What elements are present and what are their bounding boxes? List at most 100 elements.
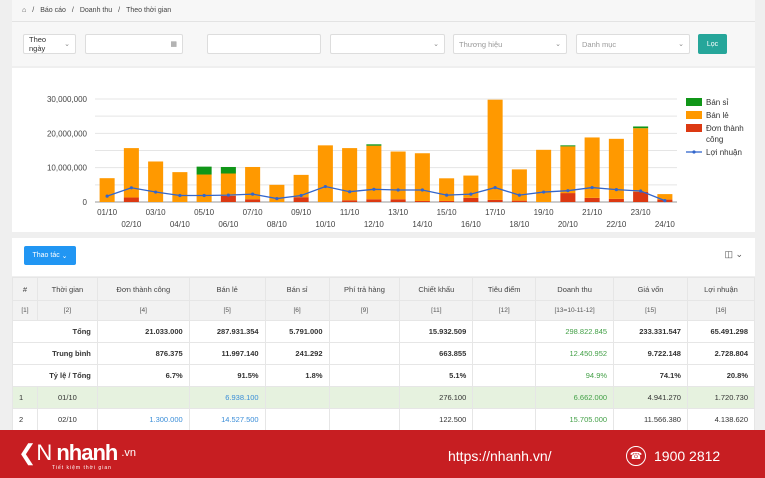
profit-point: [105, 194, 109, 198]
table-cell: [472, 408, 537, 431]
x-tick-label: 12/10: [364, 220, 385, 229]
x-tick-label: 21/10: [582, 208, 603, 217]
column-header[interactable]: Giá vốn: [613, 277, 688, 301]
x-tick-label: 01/10: [97, 208, 118, 217]
bar-bán-lẻ: [584, 137, 600, 198]
chevron-down-icon: ⌄: [64, 41, 70, 48]
column-header[interactable]: Đơn thành công: [96, 277, 190, 301]
bar-bán-lẻ: [196, 174, 212, 202]
period-select[interactable]: Theo ngày ⌄: [23, 34, 76, 54]
bar-bán-lẻ: [560, 146, 576, 194]
bar-bán-lẻ: [245, 166, 261, 200]
column-code: [2]: [36, 300, 98, 321]
column-header[interactable]: Lợi nhuận: [686, 277, 756, 301]
bar-đơn-thành-công: [463, 197, 479, 202]
chevron-down-icon: ⌄: [555, 41, 561, 48]
table-cell: [328, 386, 401, 409]
profit-point: [129, 186, 133, 190]
column-header[interactable]: Doanh thu: [535, 277, 615, 301]
bar-bán-lẻ: [463, 175, 479, 198]
column-code: [4]: [96, 300, 190, 321]
column-header[interactable]: Thời gian: [36, 277, 98, 301]
table-cell: 11.997.140: [188, 342, 266, 365]
bar-đơn-thành-công: [293, 197, 309, 202]
profit-point: [590, 185, 594, 190]
date-range-input[interactable]: ▦: [85, 34, 183, 54]
bar-đơn-thành-công: [633, 191, 649, 202]
category-select[interactable]: Danh mục ⌄: [576, 34, 690, 54]
profit-point: [445, 193, 449, 197]
hotline[interactable]: ☎ 1900 2812: [626, 446, 720, 466]
table-cell: [328, 408, 401, 431]
legend-swatch-icon: [686, 98, 702, 106]
revenue-table: # Thời gian Đơn thành công Bán lẻ Bán sỉ Phí …: [12, 277, 756, 431]
column-code: [5]: [188, 300, 266, 321]
bar-đơn-thành-công: [487, 199, 503, 202]
table-link[interactable]: 1.300.000: [96, 408, 190, 431]
y-tick-label: 0: [83, 198, 88, 207]
bar-bán-lẻ: [293, 174, 309, 198]
profit-point: [420, 188, 424, 192]
column-code: [9]: [328, 300, 401, 321]
table-link[interactable]: 6.938.100: [188, 386, 266, 409]
legend-item: Bán lẻ: [706, 111, 729, 120]
table-row[interactable]: 2 02/10 1.300.000 14.527.500 122.500 15.705.0…: [12, 408, 756, 431]
column-code: [13=10-11-12]: [535, 300, 615, 321]
row-label: Trung bình: [12, 342, 98, 365]
x-tick-label: 08/10: [267, 220, 288, 229]
x-tick-label: 22/10: [606, 220, 627, 229]
table-cell: [328, 342, 401, 365]
row-date: 02/10: [36, 408, 98, 431]
website-link[interactable]: https://nhanh.vn/: [448, 448, 552, 464]
table-cell: 876.375: [96, 342, 190, 365]
profit-point: [542, 190, 546, 194]
breadcrumb-item[interactable]: Báo cáo: [40, 7, 66, 14]
toolbar: Thao tác ⌄ ◫ ⌄: [12, 238, 755, 276]
bar-bán-sỉ: [196, 166, 212, 175]
bar-đơn-thành-công: [390, 199, 406, 202]
table-cell: 20.8%: [686, 364, 756, 387]
home-icon[interactable]: ⌂: [22, 7, 27, 14]
column-header[interactable]: Bán lẻ: [188, 277, 266, 301]
x-tick-label: 18/10: [509, 220, 530, 229]
bar-bán-lẻ: [439, 178, 455, 201]
table-row[interactable]: 1 01/10 6.938.100 276.100 6.662.000 4.941.270…: [12, 386, 756, 409]
bar-bán-lẻ: [633, 128, 649, 192]
table-link[interactable]: [96, 386, 190, 409]
table-cell: 4.138.620: [686, 408, 756, 431]
table-cell: [472, 364, 537, 387]
columns-icon[interactable]: ◫ ⌄: [724, 249, 743, 259]
table-cell: 21.033.000: [96, 320, 190, 343]
bar-bán-lẻ: [342, 148, 358, 201]
table-cell: 15.932.509: [399, 320, 474, 343]
filter-button[interactable]: Lọc: [698, 34, 727, 54]
table-cell: [264, 386, 330, 409]
calendar-icon[interactable]: ▦: [170, 41, 177, 48]
x-tick-label: 03/10: [146, 208, 167, 217]
logo-icon: ❮N: [18, 440, 53, 465]
brand-select[interactable]: Thương hiệu ⌄: [453, 34, 567, 54]
column-header[interactable]: Phí trả hàng: [328, 277, 401, 301]
store-input[interactable]: [207, 34, 321, 54]
profit-point: [396, 188, 400, 192]
nhanh-logo: ❮N nhanh .vn: [18, 440, 137, 465]
table-link[interactable]: 14.527.500: [188, 408, 266, 431]
bar-bán-lẻ: [148, 161, 164, 202]
profit-point: [251, 192, 255, 196]
column-header[interactable]: Tiêu điểm: [472, 277, 537, 301]
x-tick-label: 14/10: [412, 220, 433, 229]
x-tick-label: 05/10: [194, 208, 215, 217]
column-header[interactable]: #: [12, 277, 38, 301]
depot-select[interactable]: ⌄: [330, 34, 445, 54]
profit-point: [178, 193, 182, 198]
table-cell: 6.662.000: [535, 386, 615, 409]
chevron-down-icon: ⌄: [433, 41, 439, 48]
x-tick-label: 17/10: [485, 208, 506, 217]
bar-đơn-thành-công: [342, 200, 358, 202]
column-header[interactable]: Bán sỉ: [264, 277, 330, 301]
column-header[interactable]: Chiết khấu: [399, 277, 474, 301]
bar-đơn-thành-công: [608, 198, 624, 202]
x-tick-label: 15/10: [437, 208, 458, 217]
breadcrumb-item[interactable]: Doanh thu: [79, 7, 113, 14]
actions-button[interactable]: Thao tác ⌄: [24, 246, 76, 265]
